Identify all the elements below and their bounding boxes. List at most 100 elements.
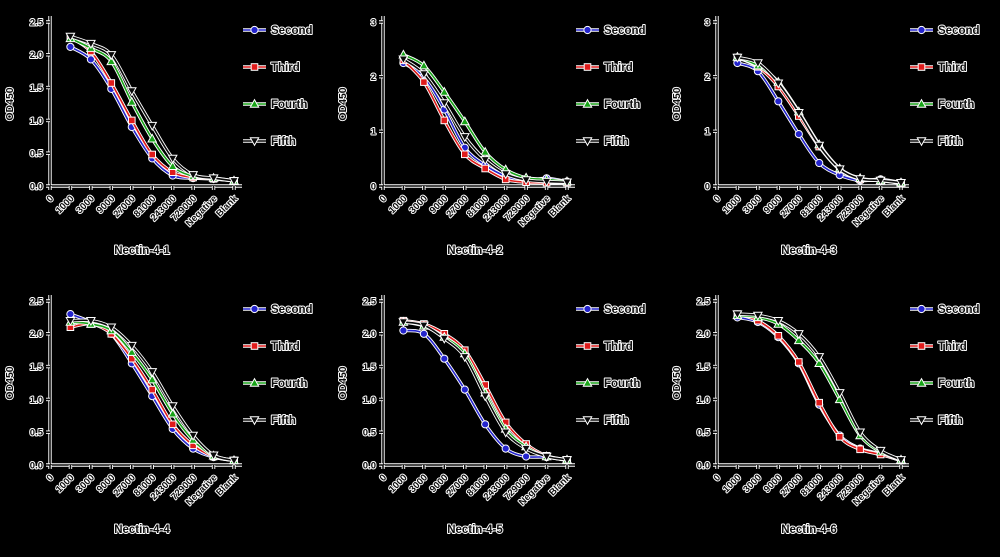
data-point-fifth bbox=[500, 170, 512, 180]
legend-marker-second bbox=[917, 25, 926, 35]
axis-ticks bbox=[712, 299, 902, 469]
axis-lines bbox=[715, 294, 909, 466]
legend-marker-fifth bbox=[582, 415, 593, 425]
chart-canvas-4: 0.00.51.01.52.02.50100030009000270008100… bbox=[3, 294, 313, 536]
data-point-fourth bbox=[480, 146, 491, 156]
x-tick-label: 3000 bbox=[408, 472, 431, 495]
data-point-third bbox=[148, 150, 156, 159]
legend-marker-second bbox=[250, 25, 259, 35]
y-tick-label: 1.0 bbox=[30, 394, 43, 405]
chart-cell-4: 0.0 0.5 1.0 1.5 2.0 2.5 0 1000 3000 9000 27000 8100… bbox=[0, 279, 333, 557]
y-tick-label: 2.5 bbox=[696, 296, 710, 307]
data-point-fifth bbox=[65, 316, 76, 326]
x-tick-label: Blank bbox=[881, 193, 908, 220]
axis-ticks bbox=[712, 21, 902, 190]
data-point-fifth bbox=[65, 32, 76, 42]
y-tick-label: 2.5 bbox=[30, 17, 44, 28]
data-point-second bbox=[814, 158, 823, 168]
legend-item-second: Second bbox=[576, 303, 647, 316]
data-point-fifth bbox=[419, 321, 430, 331]
chart-canvas-6: 0.00.51.01.52.02.50100030009000270008100… bbox=[670, 294, 980, 536]
data-point-fourth bbox=[460, 116, 471, 126]
x-tick-label: 0 bbox=[711, 193, 723, 205]
y-tick-label: 1.5 bbox=[30, 83, 44, 94]
y-axis-label: OD450 bbox=[671, 366, 683, 399]
legend-item-second: Second bbox=[909, 24, 980, 38]
series-line-third-halo bbox=[736, 311, 902, 462]
data-point-fifth bbox=[167, 401, 178, 411]
legend-item-third: Third bbox=[909, 61, 967, 75]
legend-label-third: Third bbox=[938, 62, 967, 74]
series-line-fifth bbox=[737, 312, 901, 461]
legend-marker-fourth bbox=[582, 98, 593, 108]
data-point-fifth bbox=[834, 388, 845, 398]
legend-item-second: Second bbox=[576, 24, 647, 38]
legend-item-fourth: Fourth bbox=[576, 377, 642, 390]
series-line-second bbox=[736, 316, 901, 461]
data-point-fourth bbox=[106, 55, 117, 66]
data-point-fifth bbox=[752, 311, 763, 321]
y-tick-label: 2.0 bbox=[30, 329, 43, 340]
legend-label-fifth: Fifth bbox=[938, 136, 963, 148]
data-point-fifth bbox=[813, 141, 824, 151]
data-point-second bbox=[773, 97, 783, 106]
legend-marker-fifth bbox=[249, 415, 260, 425]
legend-label-fifth: Fifth bbox=[604, 136, 629, 148]
x-tick-label: 0 bbox=[45, 193, 57, 205]
legend-item-fifth: Fifth bbox=[576, 135, 630, 149]
legend-item-fifth: Fifth bbox=[243, 414, 297, 427]
legend-label-second: Second bbox=[938, 25, 980, 37]
data-point-second bbox=[86, 55, 96, 64]
y-axis-label: OD450 bbox=[4, 87, 16, 120]
x-tick-label: 27000 bbox=[445, 193, 471, 219]
legend-marker-fifth bbox=[916, 137, 927, 147]
data-point-fifth bbox=[228, 177, 240, 187]
x-tick-label: 0 bbox=[711, 472, 723, 484]
y-tick-label: 2.0 bbox=[363, 329, 376, 340]
y-tick-label: 1.5 bbox=[696, 362, 710, 373]
legend-item-third: Third bbox=[576, 61, 634, 75]
data-point-second bbox=[501, 444, 511, 453]
x-tick-label: 27000 bbox=[111, 472, 137, 498]
axis-lines-halo bbox=[714, 294, 909, 467]
y-tick-label: 1.5 bbox=[30, 362, 44, 373]
series-line-second-halo bbox=[736, 315, 902, 462]
data-point-fourth bbox=[126, 346, 137, 356]
x-tick-label: 0 bbox=[378, 472, 390, 484]
y-tick-label: 0.0 bbox=[696, 460, 709, 471]
axis-ticks bbox=[46, 299, 235, 469]
data-point-third bbox=[128, 116, 136, 125]
x-tick-label: 0 bbox=[45, 472, 57, 484]
data-point-fifth bbox=[106, 323, 117, 333]
legend-item-fourth: Fourth bbox=[243, 98, 308, 112]
chart-title: Nectin-4-1 bbox=[114, 245, 170, 257]
data-point-second bbox=[794, 130, 803, 139]
data-point-fifth bbox=[228, 456, 240, 466]
y-tick-label: 0 bbox=[704, 181, 709, 192]
legend-item-fifth: Fifth bbox=[909, 135, 964, 149]
x-tick-label: 3000 bbox=[74, 193, 97, 216]
data-point-fourth bbox=[167, 160, 178, 170]
data-point-fifth bbox=[500, 428, 512, 438]
legend-item-second: Second bbox=[243, 303, 313, 316]
axis-lines bbox=[715, 16, 909, 187]
legend-marker-third bbox=[250, 341, 259, 350]
x-tick-label: 1000 bbox=[54, 193, 77, 216]
y-tick-label: 2.0 bbox=[696, 329, 709, 340]
y-tick-label: 1 bbox=[371, 127, 377, 138]
axis-ticks bbox=[46, 21, 235, 190]
legend-marker-fourth bbox=[249, 98, 260, 108]
x-tick-label: 0 bbox=[378, 193, 390, 205]
axis-ticks-halo bbox=[379, 298, 570, 469]
legend-marker-fifth bbox=[249, 137, 260, 147]
data-point-second bbox=[440, 354, 449, 363]
x-tick-label: 1000 bbox=[720, 472, 743, 495]
data-point-fifth bbox=[541, 452, 552, 462]
legend-item-third: Third bbox=[576, 340, 634, 353]
chart-cell-6: 0.0 0.5 1.0 1.5 2.0 2.5 0 1000 3000 9000 27000 8100… bbox=[667, 279, 1000, 557]
legend-label-fifth: Fifth bbox=[604, 415, 629, 427]
data-point-fourth bbox=[793, 334, 804, 344]
x-tick-label: 1000 bbox=[387, 472, 410, 495]
data-point-fifth bbox=[188, 431, 199, 441]
data-point-fifth bbox=[895, 179, 906, 189]
